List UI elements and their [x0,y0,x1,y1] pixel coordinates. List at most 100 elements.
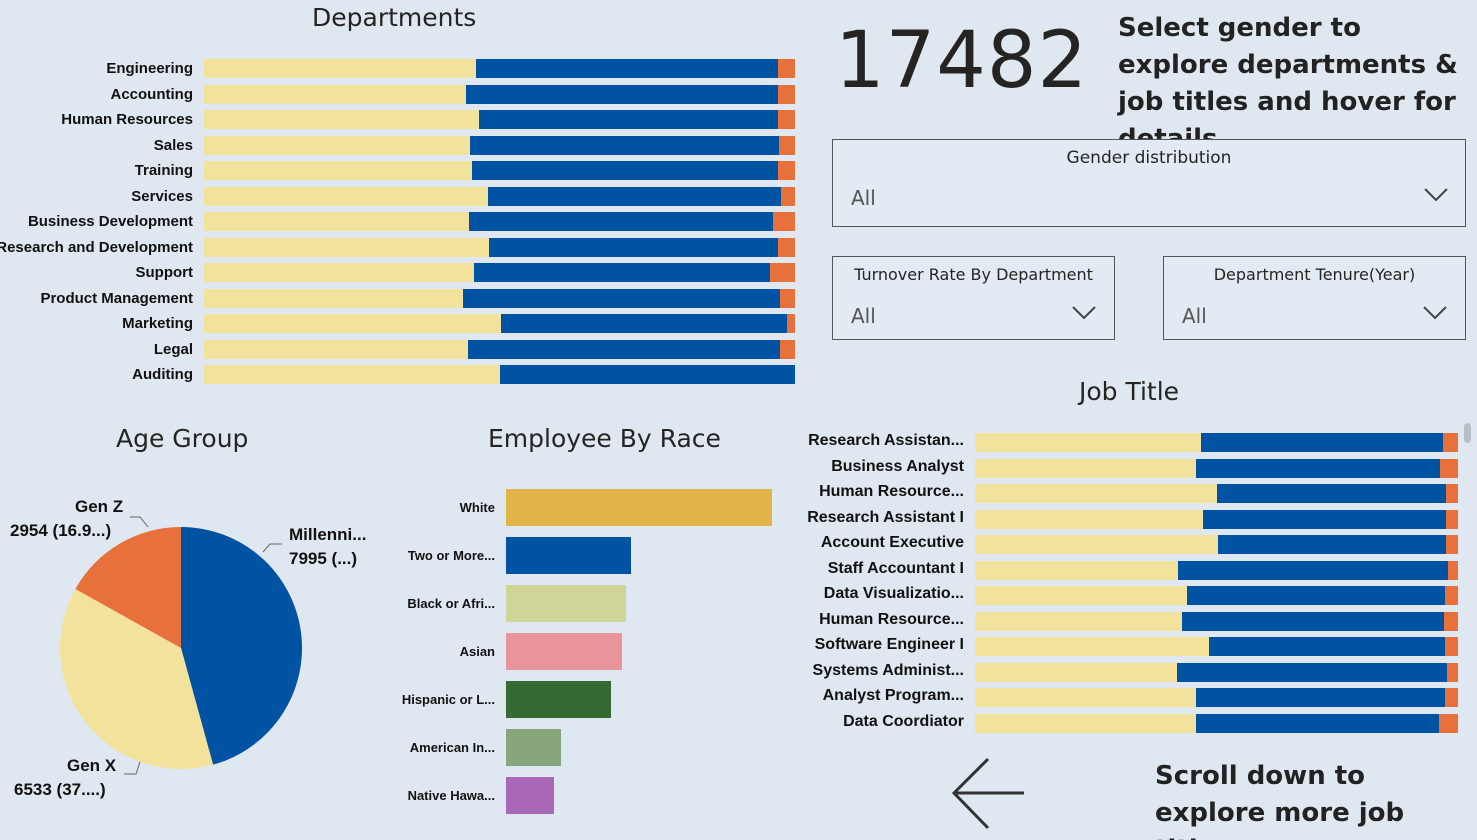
bar-segment[interactable] [487,186,781,206]
chevron-down-icon[interactable] [1071,305,1097,321]
bar-segment[interactable] [772,212,795,231]
bar-segment[interactable] [1439,458,1458,478]
bar-segment[interactable] [204,110,480,129]
bar-segment[interactable] [475,59,779,78]
bar-segment[interactable] [787,314,795,333]
bar-segment[interactable] [469,135,780,155]
bar-segment[interactable] [500,314,788,333]
race-bar[interactable] [506,585,626,622]
tenure-slicer-value[interactable]: All [1182,304,1207,328]
bar-segment[interactable] [777,237,795,257]
bar-segment[interactable] [204,84,467,104]
bar-segment[interactable] [204,365,500,384]
turnover-slicer-value[interactable]: All [851,304,876,328]
bar-segment[interactable] [204,212,470,231]
bar-segment[interactable] [777,84,795,104]
bar-segment[interactable] [499,365,795,384]
bar-segment[interactable] [780,186,795,206]
bar-segment[interactable] [975,433,1202,452]
bar-segment[interactable] [778,59,795,78]
age-group-pie[interactable] [0,470,400,830]
bar-segment[interactable] [777,161,795,180]
bar-segment[interactable] [975,713,1197,733]
tenure-slicer[interactable]: Department Tenure(Year) All [1163,256,1466,340]
bar-segment[interactable] [1443,433,1458,452]
bar-segment[interactable] [204,186,488,206]
race-bar[interactable] [506,489,772,526]
bar-segment[interactable] [1444,611,1458,631]
bar-segment[interactable] [479,110,778,129]
bar-segment[interactable] [204,263,475,282]
pie-slice[interactable] [75,527,181,648]
bar-segment[interactable] [975,637,1209,656]
bar-segment[interactable] [975,611,1183,631]
bar-segment[interactable] [975,509,1203,529]
bar-segment[interactable] [1445,637,1458,656]
bar-segment[interactable] [1216,484,1447,503]
bar-segment[interactable] [474,263,771,282]
bar-segment[interactable] [780,339,795,359]
race-chart[interactable]: White Two or More... Black or Afri... Asian… [380,480,800,825]
bar-segment[interactable] [1202,509,1447,529]
bar-segment[interactable] [1218,535,1447,554]
bar-segment[interactable] [1444,586,1458,605]
departments-chart[interactable]: Engineering Accounting Human Resources Sale… [0,55,800,390]
bar-segment[interactable] [779,288,795,308]
bar-segment[interactable] [777,110,795,129]
bar-segment[interactable] [975,484,1217,503]
bar-segment[interactable] [1448,560,1458,580]
arrow-left-icon[interactable] [948,756,1028,834]
race-bar[interactable] [506,777,554,814]
pie-slice[interactable] [181,527,302,765]
pie-leader-line [124,761,141,775]
bar-segment[interactable] [1195,688,1445,707]
gender-slicer[interactable]: Gender distribution All [832,139,1466,227]
turnover-slicer[interactable]: Turnover Rate By Department All [832,256,1115,340]
bar-segment[interactable] [204,237,489,257]
bar-segment[interactable] [1187,586,1445,605]
bar-segment[interactable] [204,288,464,308]
bar-segment[interactable] [1446,509,1458,529]
bar-segment[interactable] [1446,484,1458,503]
bar-segment[interactable] [1439,713,1458,733]
race-bar[interactable] [506,633,622,670]
job-title-chart[interactable]: Research Assistan... Business Analyst Huma… [790,425,1475,745]
bar-segment[interactable] [1195,458,1440,478]
bar-segment[interactable] [471,161,778,180]
pie-slice[interactable] [60,589,214,769]
race-bar[interactable] [506,681,611,718]
bar-segment[interactable] [488,237,778,257]
bar-segment[interactable] [1178,560,1449,580]
bar-segment[interactable] [1444,688,1458,707]
bar-segment[interactable] [204,161,472,180]
bar-segment[interactable] [469,212,773,231]
bar-segment[interactable] [1201,433,1443,452]
bar-segment[interactable] [975,586,1188,605]
bar-segment[interactable] [463,288,780,308]
bar-segment[interactable] [204,339,469,359]
bar-segment[interactable] [1446,662,1458,682]
bar-segment[interactable] [204,59,476,78]
bar-segment[interactable] [770,263,795,282]
race-bar[interactable] [506,729,561,766]
scrollbar[interactable] [1464,423,1471,443]
bar-segment[interactable] [975,535,1219,554]
bar-segment[interactable] [975,662,1177,682]
bar-segment[interactable] [1208,637,1446,656]
bar-segment[interactable] [468,339,781,359]
bar-segment[interactable] [975,458,1196,478]
bar-segment[interactable] [779,135,795,155]
bar-segment[interactable] [975,688,1196,707]
bar-segment[interactable] [204,135,470,155]
bar-segment[interactable] [466,84,778,104]
bar-segment[interactable] [1196,713,1440,733]
chevron-down-icon[interactable] [1422,305,1448,321]
gender-slicer-value[interactable]: All [851,186,876,210]
bar-segment[interactable] [1446,535,1458,554]
bar-segment[interactable] [1176,662,1447,682]
race-bar[interactable] [506,537,632,574]
chevron-down-icon[interactable] [1423,187,1449,203]
bar-segment[interactable] [1182,611,1445,631]
bar-segment[interactable] [975,560,1179,580]
bar-segment[interactable] [204,314,501,333]
